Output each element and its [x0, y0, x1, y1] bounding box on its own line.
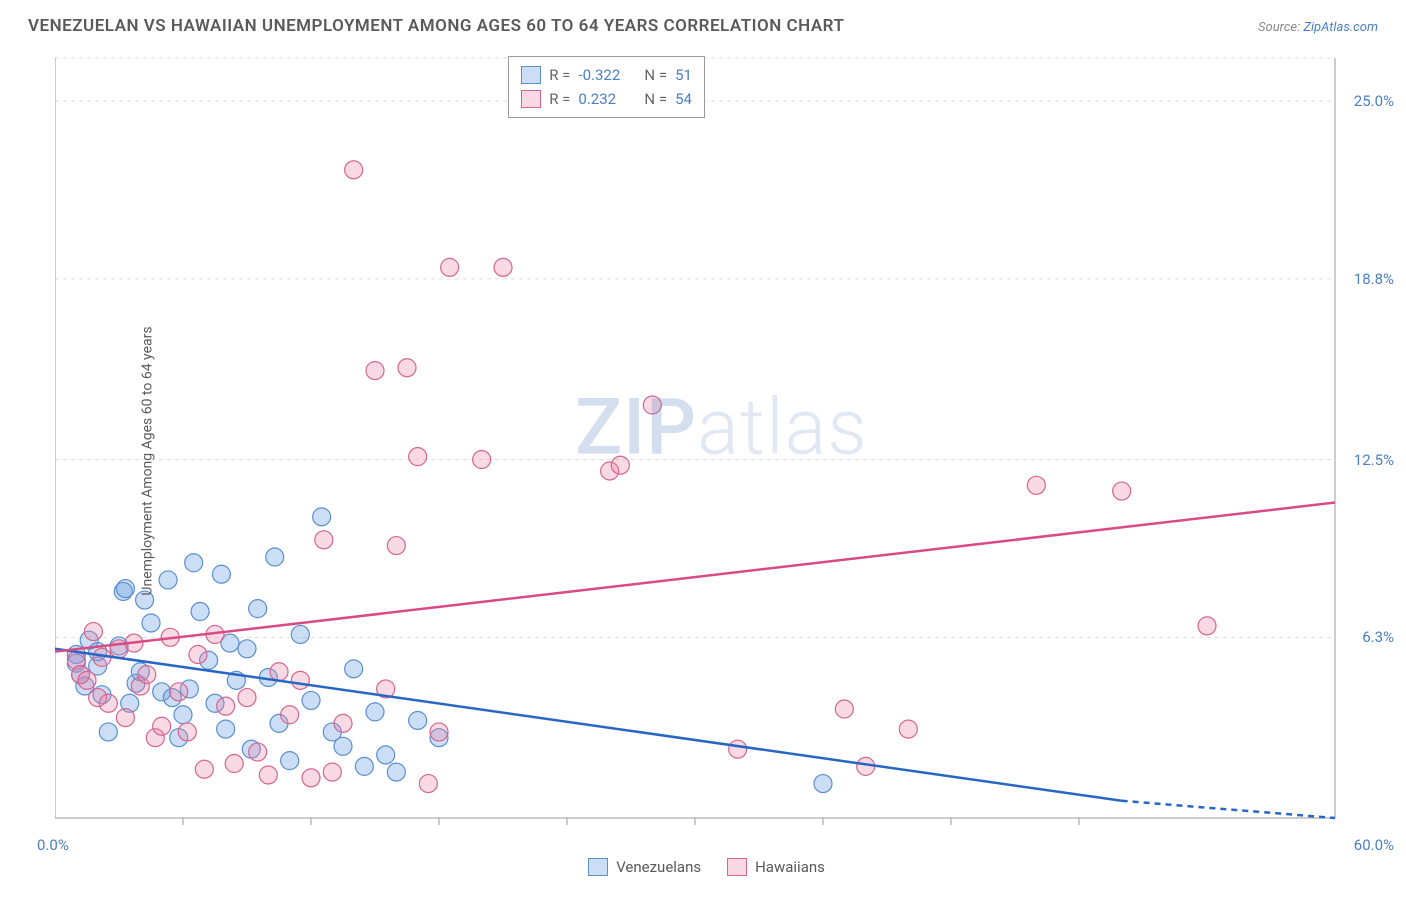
- y-tick-label: 6.3%: [1362, 628, 1394, 646]
- series-legend: Venezuelans Hawaiians: [588, 830, 825, 904]
- legend-row: R = -0.322N = 51: [521, 63, 692, 87]
- legend-swatch: [521, 90, 541, 108]
- x-axis-min-label: 0.0%: [37, 836, 69, 854]
- legend-swatch: [588, 858, 608, 876]
- y-tick-label: 25.0%: [1354, 92, 1394, 110]
- y-axis-label: Unemployment Among Ages 60 to 64 years: [140, 326, 156, 595]
- source-link[interactable]: ZipAtlas.com: [1303, 20, 1378, 35]
- chart-title: VENEZUELAN VS HAWAIIAN UNEMPLOYMENT AMON…: [28, 16, 844, 36]
- y-tick-label: 18.8%: [1354, 270, 1394, 288]
- legend-swatch: [727, 858, 747, 876]
- legend-swatch: [521, 66, 541, 84]
- legend-item: Venezuelans: [588, 858, 701, 876]
- correlation-legend: R = -0.322N = 51R = 0.232N = 54: [508, 56, 705, 118]
- legend-row: R = 0.232N = 54: [521, 87, 692, 111]
- x-axis-max-label: 60.0%: [1354, 836, 1394, 854]
- scatter-plot: [55, 48, 1385, 848]
- header: VENEZUELAN VS HAWAIIAN UNEMPLOYMENT AMON…: [0, 0, 1406, 46]
- y-tick-label: 12.5%: [1354, 451, 1394, 469]
- legend-item: Hawaiians: [727, 858, 825, 876]
- chart-area: Unemployment Among Ages 60 to 64 years Z…: [55, 48, 1388, 874]
- source-citation: Source: ZipAtlas.com: [1258, 20, 1378, 35]
